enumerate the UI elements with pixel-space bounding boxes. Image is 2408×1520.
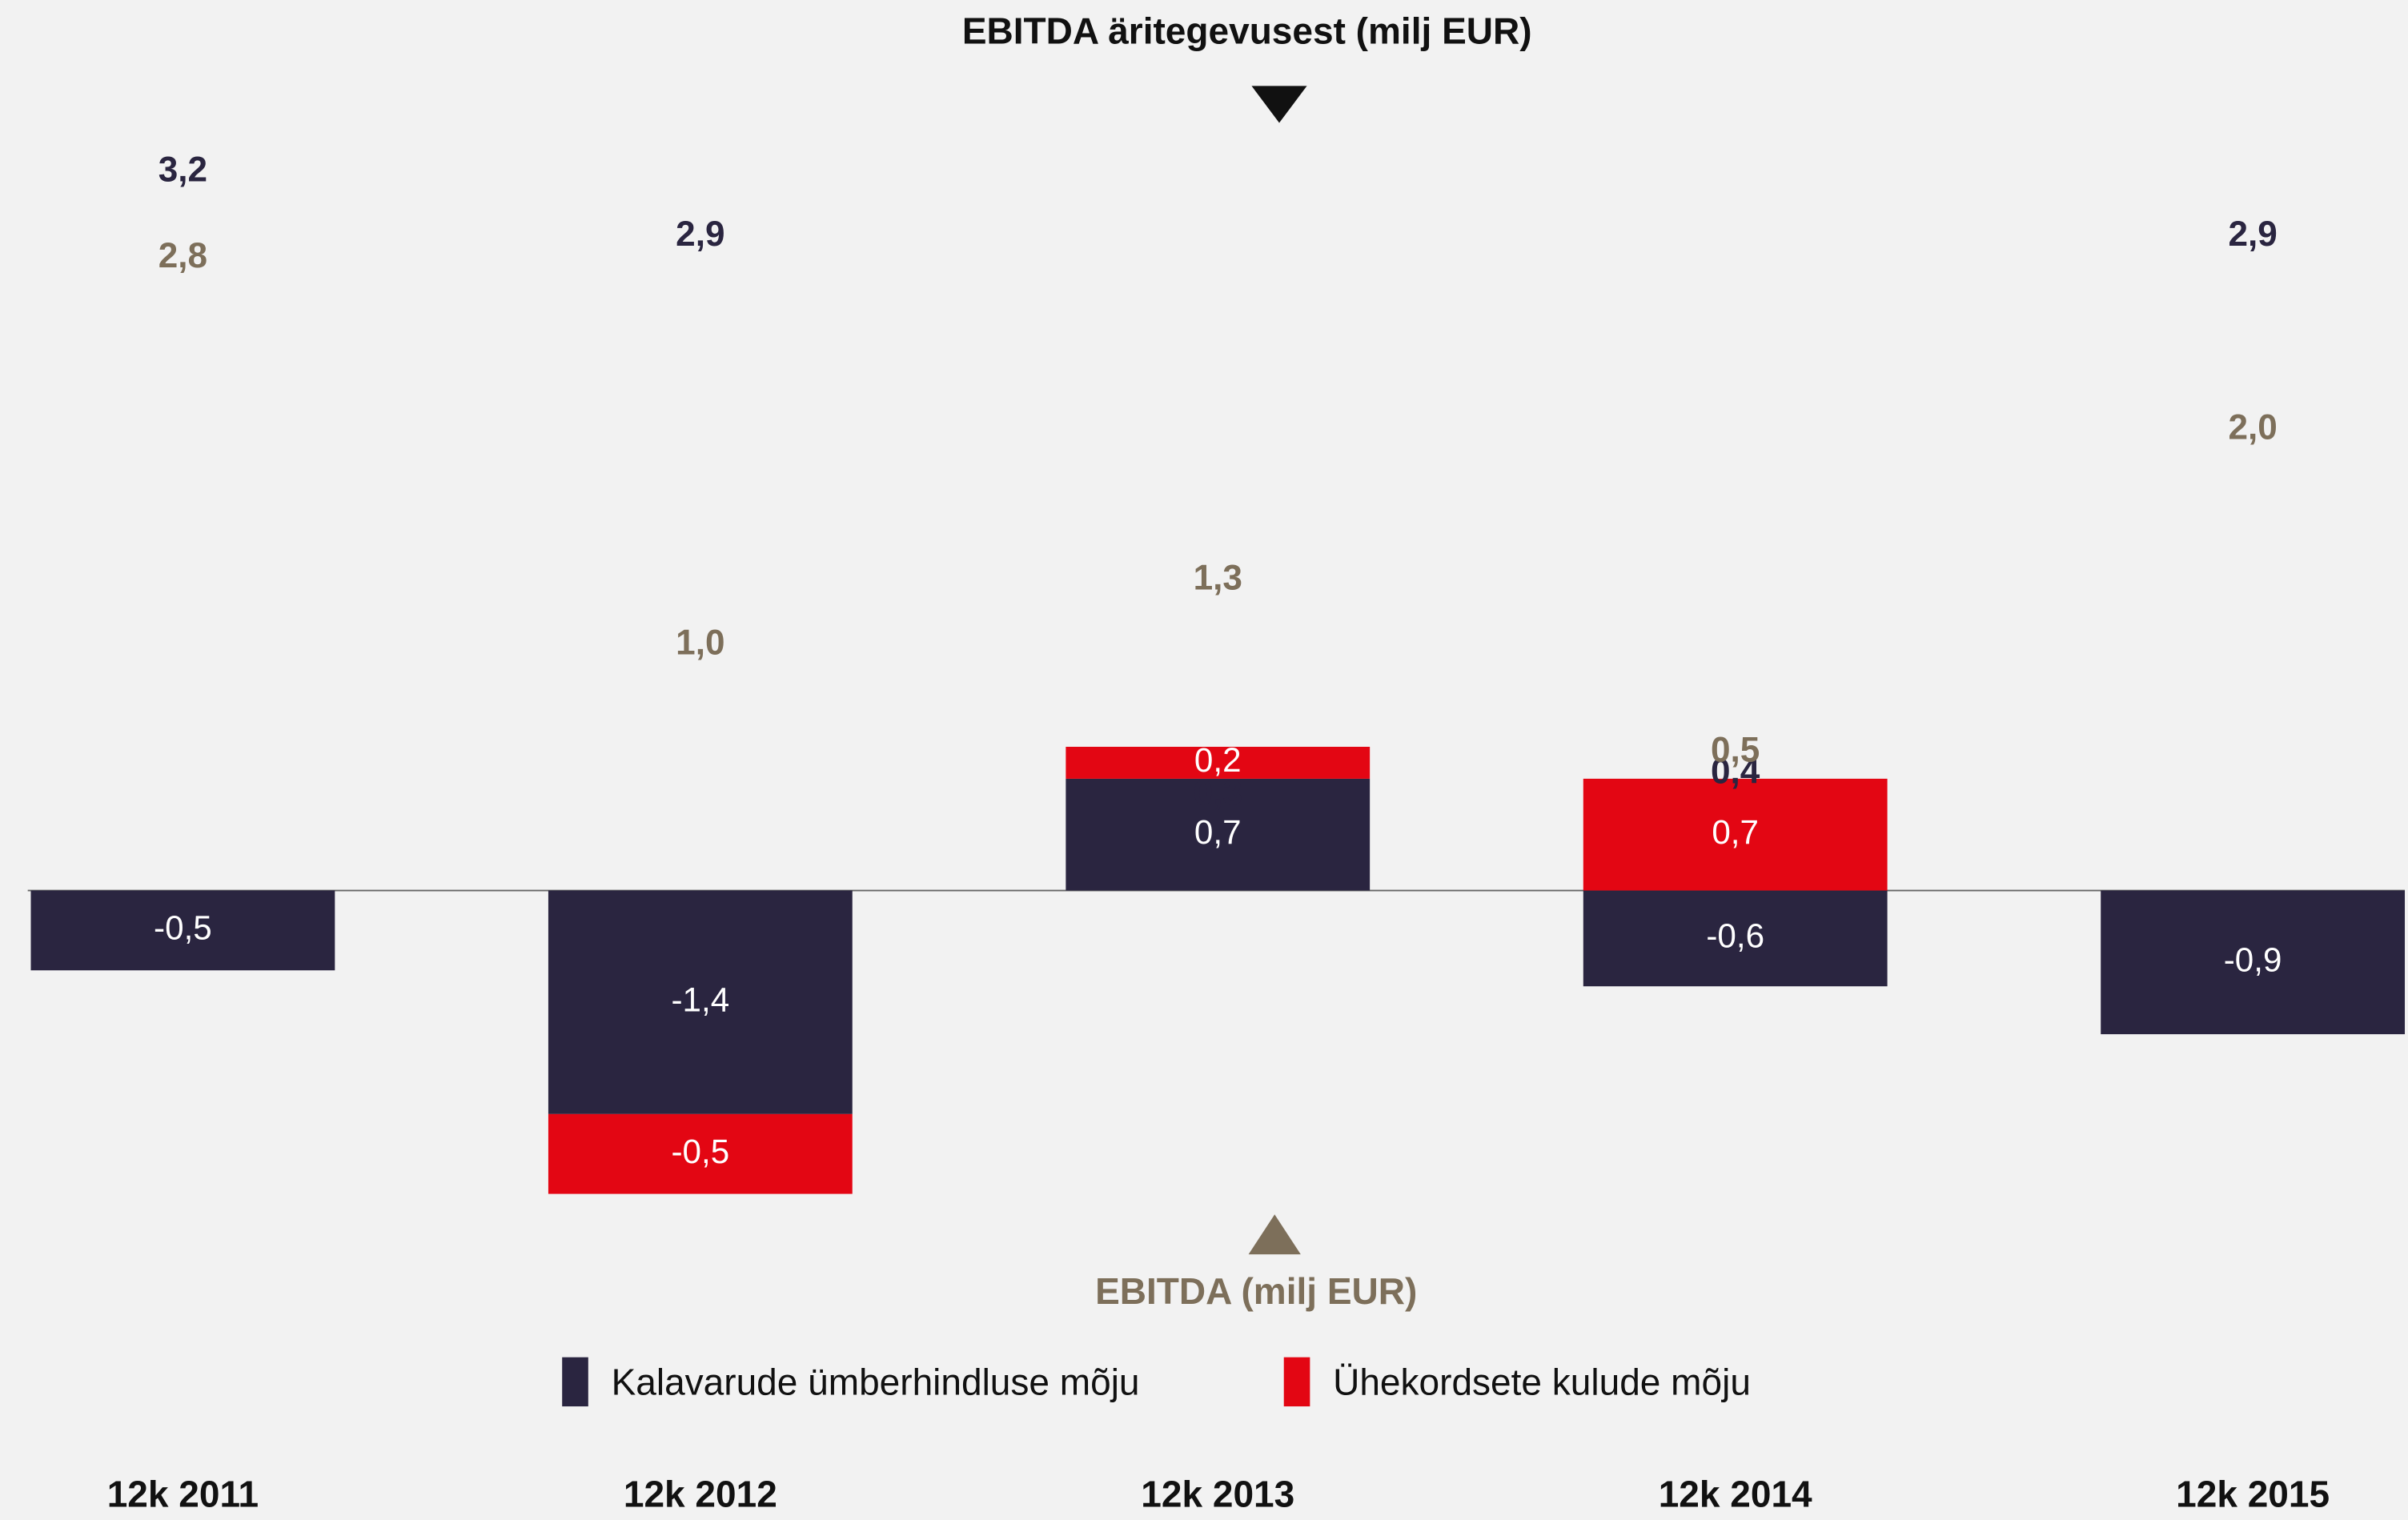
ebitda-label: 1,3 xyxy=(1194,559,1242,598)
ebitda_operating-label: 2,9 xyxy=(676,215,724,254)
value-label: -0,5 xyxy=(154,909,212,947)
legend-label: Ühekordsete kulude mõju xyxy=(1333,1361,1751,1402)
ebitda-label: 2,0 xyxy=(2228,408,2277,447)
ebitda_operating-label: 3,2 xyxy=(159,150,207,189)
value-label: -0,6 xyxy=(1706,917,1764,955)
ebitda_operating-label: 0,4 xyxy=(1711,752,1760,791)
legend-swatch xyxy=(1283,1357,1310,1407)
up-arrow xyxy=(1248,1214,1301,1255)
value-label: -0,5 xyxy=(671,1133,729,1170)
bar-segment xyxy=(30,890,335,971)
legend-label: Kalavarude ümberhindluse mõju xyxy=(612,1361,1140,1402)
ebitda-label: 2,8 xyxy=(159,236,207,275)
bar-segment xyxy=(1583,890,1888,987)
value-label: 0,2 xyxy=(1194,741,1242,779)
ebitda_operating-label: 0,3 xyxy=(1194,773,1242,812)
value-label: 0,7 xyxy=(1712,813,1759,851)
x-tick-label: 12k 2015 xyxy=(2176,1473,2330,1514)
value-label: -0,9 xyxy=(2224,940,2282,978)
ebitda-label: 0,5 xyxy=(1711,731,1760,770)
bar-segment xyxy=(1066,778,1371,891)
subtitle: EBITDA (milj EUR) xyxy=(1095,1270,1417,1312)
down-arrow xyxy=(1251,86,1307,123)
legend-swatch xyxy=(562,1357,588,1407)
x-tick-label: 12k 2013 xyxy=(1141,1473,1294,1514)
x-tick-label: 12k 2011 xyxy=(107,1473,259,1514)
bar-segment xyxy=(548,890,853,1114)
x-tick-label: 12k 2014 xyxy=(1659,1473,1812,1514)
bar-segment xyxy=(1066,747,1371,779)
bar-segment xyxy=(1583,778,1888,891)
x-tick-label: 12k 2012 xyxy=(624,1473,777,1514)
value-label: -1,4 xyxy=(671,981,729,1018)
bar-segment xyxy=(548,1113,853,1194)
chart-title: EBITDA äritegevusest (milj EUR) xyxy=(962,10,1532,51)
ebitda_operating-label: 2,9 xyxy=(2228,215,2277,254)
value-label: 0,7 xyxy=(1194,813,1242,851)
ebitda-label: 1,0 xyxy=(676,623,724,662)
bar-segment xyxy=(2101,890,2406,1035)
